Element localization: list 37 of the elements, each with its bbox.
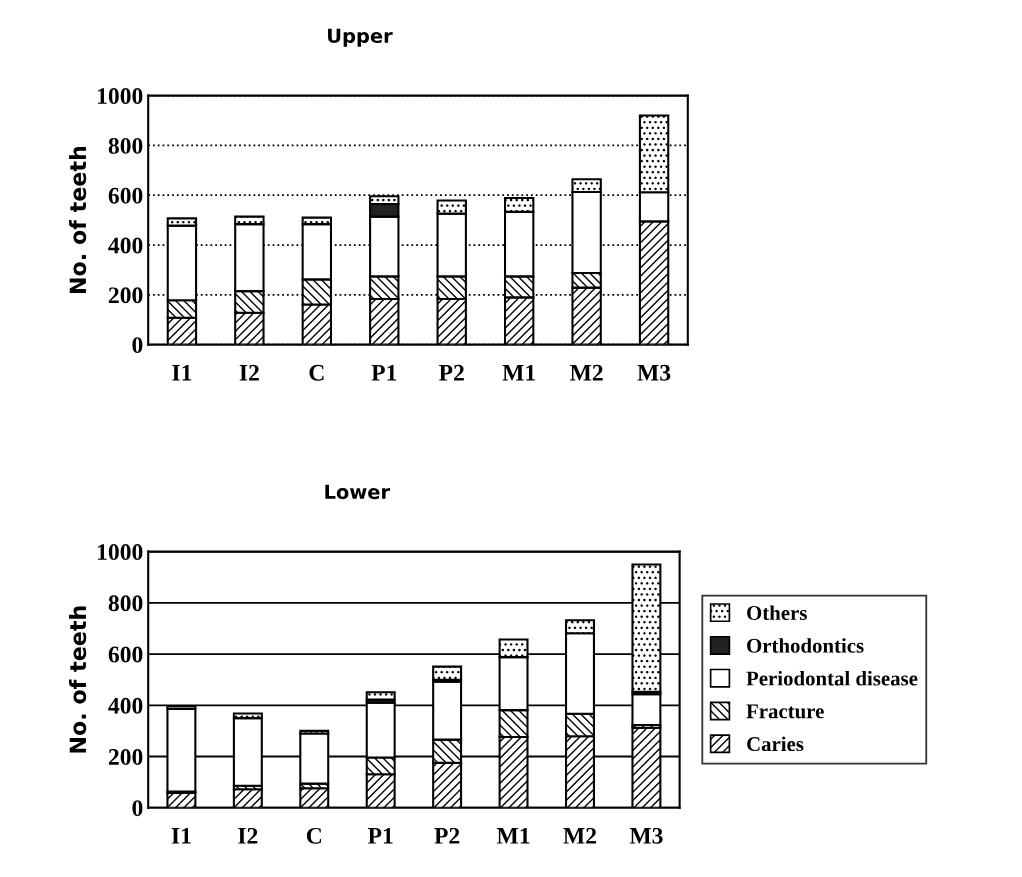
y-tick-label: 600 [108,187,143,204]
y-tick-label: 1000 [98,544,143,561]
chart-title: Lower [325,484,390,500]
x-tick-label: P2 [439,364,464,381]
y-tick-label: 200 [108,748,143,765]
x-tick-label: M3 [637,364,671,381]
x-tick-label: P2 [434,827,460,844]
x-tick-label: M1 [502,364,535,381]
y-tick-label: 1000 [98,88,143,105]
x-tick-label: I2 [238,827,258,844]
x-tick-label: I1 [172,364,192,381]
x-tick-label: P1 [371,364,397,381]
x-tick-label: P1 [367,827,393,844]
y-tick-label: 400 [108,697,143,714]
y-tick-label: 800 [108,137,143,154]
x-tick-label: C [309,364,324,381]
y-tick-label: 400 [108,237,143,254]
chart-title: Upper [328,28,393,47]
legend-label: Caries [747,736,804,752]
legend-label: Periodontal disease [746,670,918,686]
y-tick-label: 200 [108,287,143,304]
y-axis-title: No. of teeth [69,146,87,294]
y-tick-label: 800 [108,595,143,612]
x-tick-label: M1 [496,827,530,844]
legend-label: Others [747,605,807,621]
y-axis-title: No. of teeth [69,606,87,753]
legend-label: Orthodontics [747,638,864,653]
y-tick-label: 600 [108,646,143,663]
x-tick-label: I2 [239,364,259,381]
legend-label: Fracture [746,704,824,719]
x-tick-label: M2 [563,827,597,844]
y-tick-label: 0 [132,337,143,354]
y-tick-label: 0 [132,800,143,817]
x-tick-label: M3 [629,827,663,844]
x-tick-label: M2 [569,364,603,381]
x-tick-label: C [306,827,321,844]
x-tick-label: I1 [171,827,191,844]
